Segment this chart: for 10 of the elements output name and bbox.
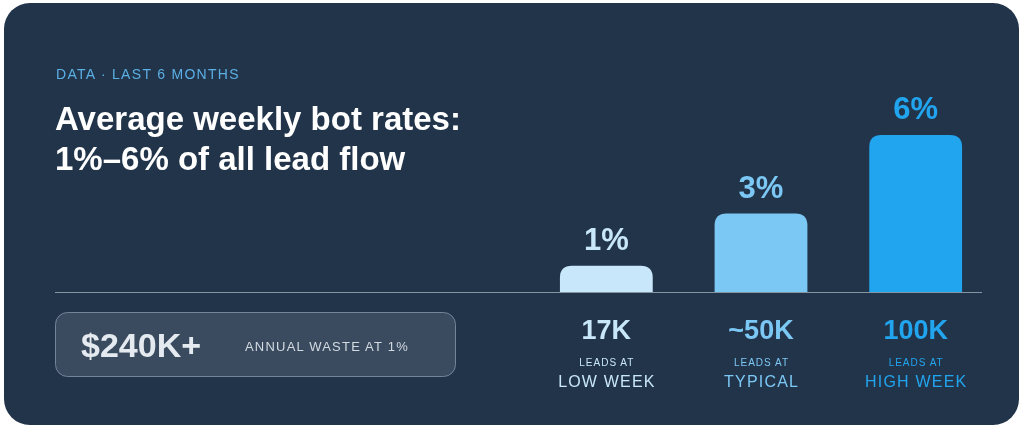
x-tick-label: ~50K LEADS AT TYPICAL [724, 315, 800, 390]
text: ANNUAL WASTE AT 1% [245, 339, 409, 354]
text: Average weekly bot rates: 1%–6% of all lead flow [55, 100, 461, 177]
text: DATA · LAST 6 MONTHS [56, 66, 240, 82]
data-label: 1% [583, 221, 629, 257]
x-tick-label: 17K LEADS AT LOW WEEK [558, 315, 656, 390]
x-tick-label: 100K LEADS AT HIGH WEEK [865, 315, 968, 390]
data-label: 3% [738, 169, 784, 205]
text: $240K+ [81, 326, 202, 364]
data-label: 6% [893, 91, 939, 126]
